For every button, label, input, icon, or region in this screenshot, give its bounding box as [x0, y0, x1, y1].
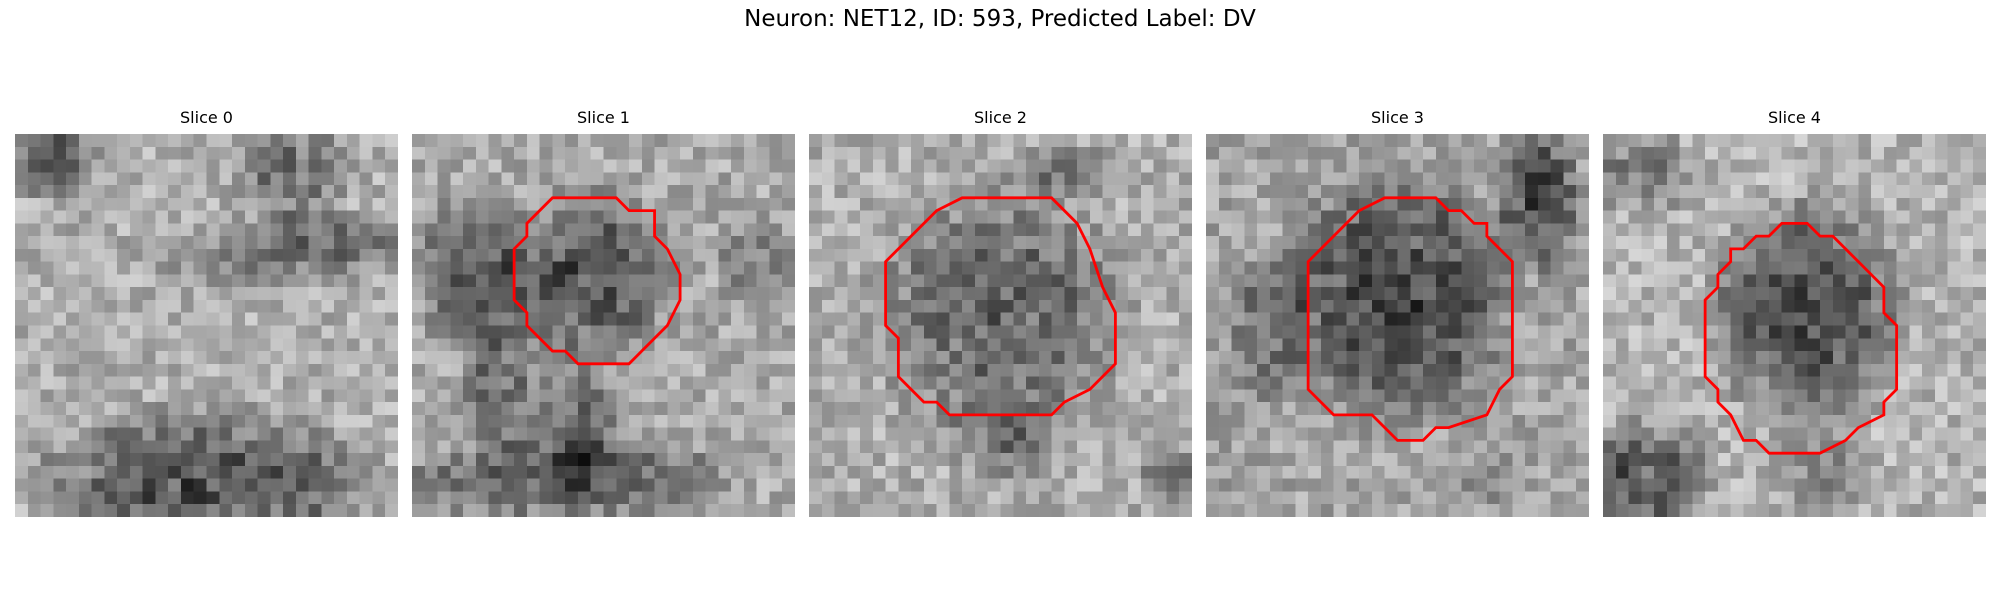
figure-title: Neuron: NET12, ID: 593, Predicted Label:…	[744, 6, 1256, 32]
slice-4-title: Slice 4	[1768, 108, 1821, 127]
slice-4-image	[1603, 134, 1986, 517]
segmentation-contour	[1703, 221, 1899, 455]
slice-0-title: Slice 0	[180, 108, 233, 127]
slice-1-title: Slice 1	[577, 108, 630, 127]
slice-2-title: Slice 2	[974, 108, 1027, 127]
slice-2-image	[809, 134, 1192, 517]
segmentation-contour	[1306, 196, 1514, 442]
slice-3-image	[1206, 134, 1589, 517]
segmentation-contour	[884, 196, 1117, 417]
segmentation-contour	[512, 196, 682, 366]
slice-3-title: Slice 3	[1371, 108, 1424, 127]
slice-0-image	[15, 134, 398, 517]
slice-1-image	[412, 134, 795, 517]
